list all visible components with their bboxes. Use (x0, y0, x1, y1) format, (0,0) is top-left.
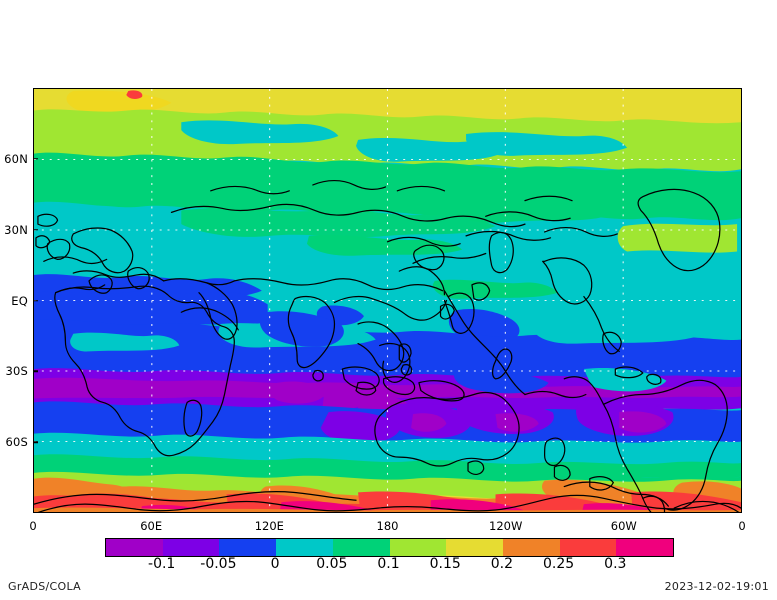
colorbar-segment-1 (162, 539, 220, 556)
y-tick-30s: 30S (5, 364, 28, 379)
y-tick-60s: 60S (5, 435, 28, 450)
x-tick-0b: 0 (738, 519, 746, 533)
colorbar-segment-2 (219, 539, 277, 556)
colorbar-tick-0: -0.1 (148, 556, 176, 572)
colorbar-tick-6: 0.2 (490, 556, 514, 572)
x-tick-60w: 60W (610, 519, 637, 533)
colorbar-tick-7: 0.25 (543, 556, 575, 572)
x-tick-60e: 60E (140, 519, 163, 533)
colorbar-segment-7 (502, 539, 560, 556)
contour-bands (34, 89, 741, 512)
colorbar-tick-1: -0.05 (200, 556, 237, 572)
y-tick-eq: EQ (11, 293, 28, 308)
colorbar-segment-3 (276, 539, 333, 556)
map-plot-area (33, 88, 742, 513)
colorbar-segment-0 (106, 539, 163, 556)
colorbar-tick-labels: -0.1 -0.05 0 0.05 0.1 0.15 0.2 0.25 0.3 (0, 556, 777, 576)
colorbar-tick-2: 0 (270, 556, 280, 572)
colorbar-segment-5 (389, 539, 447, 556)
timestamp-label: 2023-12-02-19:01 (664, 580, 769, 593)
colorbar-segment-9 (616, 539, 674, 556)
y-axis-labels: 60N 30N EQ 30S 60S (0, 88, 28, 513)
colorbar-tick-5: 0.15 (429, 556, 461, 572)
x-tick-120w: 120W (489, 519, 523, 533)
colorbar-segment-8 (559, 539, 617, 556)
colorbar-tick-8: 0.3 (604, 556, 627, 572)
x-tick-180: 180 (376, 519, 399, 533)
x-tick-0a: 0 (29, 519, 37, 533)
x-axis-labels: 0 60E 120E 180 120W 60W 0 (29, 513, 746, 535)
map-contour-svg (34, 89, 741, 512)
colorbar (105, 538, 674, 557)
y-tick-30n: 30N (4, 222, 28, 237)
colorbar-segment-6 (446, 539, 503, 556)
colorbar-segment-4 (332, 539, 390, 556)
colorbar-tick-3: 0.05 (316, 556, 348, 572)
y-tick-60n: 60N (4, 151, 28, 166)
colorbar-tick-4: 0.1 (377, 556, 400, 572)
x-tick-120e: 120E (254, 519, 284, 533)
producer-label: GrADS/COLA (8, 580, 81, 593)
map-gridlines (34, 89, 741, 512)
coastlines (34, 179, 741, 512)
